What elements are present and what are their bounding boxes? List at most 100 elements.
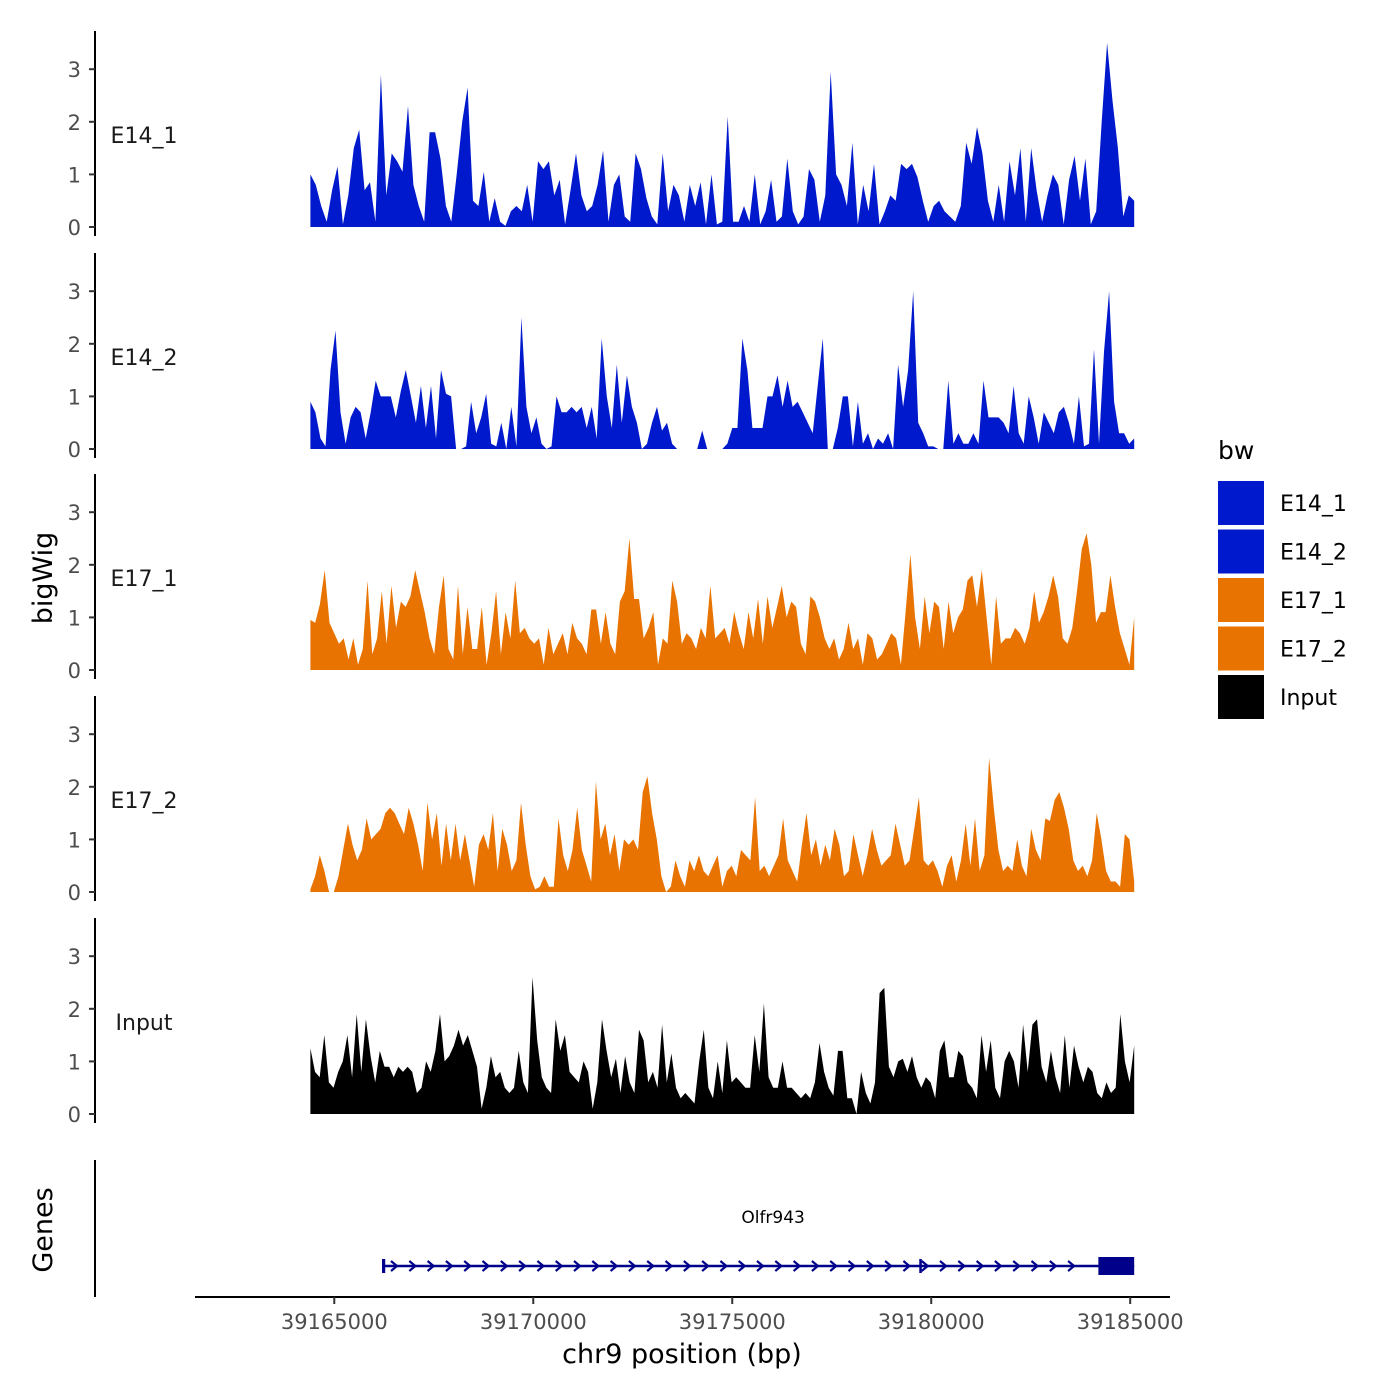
y-tick-label: 0 xyxy=(68,881,81,905)
strand-arrow xyxy=(975,1260,985,1272)
strand-arrow xyxy=(463,1260,472,1272)
track-e14-1: 0 1 2 3 E14_1 xyxy=(68,31,1135,240)
legend-swatch xyxy=(1218,529,1264,574)
legend-label: E17_2 xyxy=(1280,638,1347,663)
y-tick-label: 0 xyxy=(68,438,81,462)
legend-label: E17_1 xyxy=(1280,589,1347,614)
coverage-area xyxy=(310,42,1135,228)
gene-exon xyxy=(382,1259,386,1273)
coverage-area xyxy=(310,977,1135,1114)
strand-arrow xyxy=(573,1260,582,1272)
strand-arrow xyxy=(518,1260,527,1272)
track-label: E17_1 xyxy=(111,567,178,592)
strand-arrow xyxy=(719,1260,729,1272)
y-tick-label: 2 xyxy=(68,776,81,800)
gene-exon xyxy=(919,1259,922,1273)
track-e14-2: 0 1 2 3 E14_2 xyxy=(68,253,1135,462)
track-e17-1: 0 1 2 3 E17_1 xyxy=(68,474,1135,683)
strand-arrow xyxy=(1012,1260,1021,1272)
coverage-area xyxy=(310,533,1135,670)
strand-arrow xyxy=(609,1260,619,1272)
strand-arrow xyxy=(408,1260,418,1272)
x-axis-title: chr9 position (bp) xyxy=(562,1339,802,1370)
strand-arrow xyxy=(646,1260,655,1272)
strand-arrow xyxy=(957,1260,967,1272)
track-input: 0 1 2 3 Input xyxy=(68,918,1135,1127)
x-tick-label: 39170000 xyxy=(480,1310,587,1334)
strand-arrow xyxy=(591,1260,601,1272)
bigwig-tracks: 0 1 2 3 E14_1 0 1 2 3 E14_2 0 1 2 3 E17_1 0 1 2 3 E17_2 0 1 2 3… xyxy=(68,31,1135,1127)
y-tick-label: 2 xyxy=(68,111,81,135)
strand-arrow xyxy=(664,1260,674,1272)
legend-label: E14_1 xyxy=(1280,492,1347,517)
y-tick-label: 1 xyxy=(68,606,81,630)
strand-arrow xyxy=(756,1260,765,1272)
y-tick-label: 1 xyxy=(68,163,81,187)
gene-panel: Olfr943 Genes xyxy=(28,1160,1135,1297)
strand-arrow xyxy=(481,1260,491,1272)
track-label: Input xyxy=(116,1011,173,1036)
y-tick-label: 3 xyxy=(68,723,81,747)
legend-label: Input xyxy=(1280,686,1337,711)
x-axis: 39165000 39170000 39175000 39180000 39185000 xyxy=(195,1296,1184,1334)
strand-arrow xyxy=(866,1260,875,1272)
track-e17-2: 0 1 2 3 E17_2 xyxy=(68,696,1135,905)
coverage-area xyxy=(310,291,1135,449)
strand-arrow xyxy=(683,1260,692,1272)
x-tick-label: 39185000 xyxy=(1077,1310,1184,1334)
strand-arrow xyxy=(811,1260,820,1272)
track-label: E14_1 xyxy=(111,124,178,149)
strand-arrow xyxy=(536,1260,546,1272)
strand-arrow xyxy=(1067,1260,1076,1272)
strand-arrow xyxy=(628,1260,637,1272)
gene-model: Olfr943 xyxy=(382,1208,1135,1275)
strand-arrow xyxy=(847,1260,857,1272)
x-tick-label: 39175000 xyxy=(679,1310,786,1334)
strand-arrow xyxy=(884,1260,893,1272)
strand-arrow xyxy=(445,1260,454,1272)
y-tick-label: 3 xyxy=(68,58,81,82)
y-tick-label: 2 xyxy=(68,554,81,578)
y-tick-label: 3 xyxy=(68,501,81,525)
track-label: E14_2 xyxy=(111,346,178,371)
y-tick-label: 0 xyxy=(68,659,81,683)
strand-arrow xyxy=(920,1260,930,1272)
strand-arrow xyxy=(554,1260,564,1272)
legend-swatch xyxy=(1218,675,1264,719)
y-tick-label: 3 xyxy=(68,945,81,969)
y-tick-label: 0 xyxy=(68,1103,81,1127)
track-label: E17_2 xyxy=(111,789,178,814)
legend-label: E14_2 xyxy=(1280,541,1347,566)
legend-title: bw xyxy=(1218,436,1254,465)
y-tick-label: 0 xyxy=(68,216,81,240)
legend: bw E14_1 E14_2 E17_1 E17_2 Input xyxy=(1218,436,1347,719)
coverage-area xyxy=(310,757,1135,892)
legend-swatch xyxy=(1218,626,1264,671)
strand-arrow xyxy=(390,1260,399,1272)
strand-arrow xyxy=(1049,1260,1058,1272)
strand-arrow xyxy=(902,1260,912,1272)
y-tick-label: 1 xyxy=(68,828,81,852)
strand-arrow xyxy=(939,1260,948,1272)
strand-arrow xyxy=(994,1260,1003,1272)
gene-exon xyxy=(1098,1257,1135,1275)
strand-arrow xyxy=(737,1260,747,1272)
legend-swatch xyxy=(1218,578,1264,622)
gene-name-label: Olfr943 xyxy=(741,1208,805,1228)
strand-arrow xyxy=(500,1260,509,1272)
x-tick-label: 39180000 xyxy=(878,1310,985,1334)
strand-arrow xyxy=(426,1260,436,1272)
strand-arrow xyxy=(792,1260,802,1272)
legend-swatch xyxy=(1218,481,1264,525)
y-tick-label: 1 xyxy=(68,1050,81,1074)
x-tick-label: 39165000 xyxy=(281,1310,388,1334)
strand-arrow xyxy=(1030,1260,1040,1272)
y-tick-label: 2 xyxy=(68,333,81,357)
y-tick-label: 3 xyxy=(68,280,81,304)
strand-arrow xyxy=(829,1260,838,1272)
y-tick-label: 2 xyxy=(68,998,81,1022)
y-tick-label: 1 xyxy=(68,385,81,409)
strand-arrow xyxy=(701,1260,710,1272)
gene-panel-label: Genes xyxy=(28,1187,59,1272)
